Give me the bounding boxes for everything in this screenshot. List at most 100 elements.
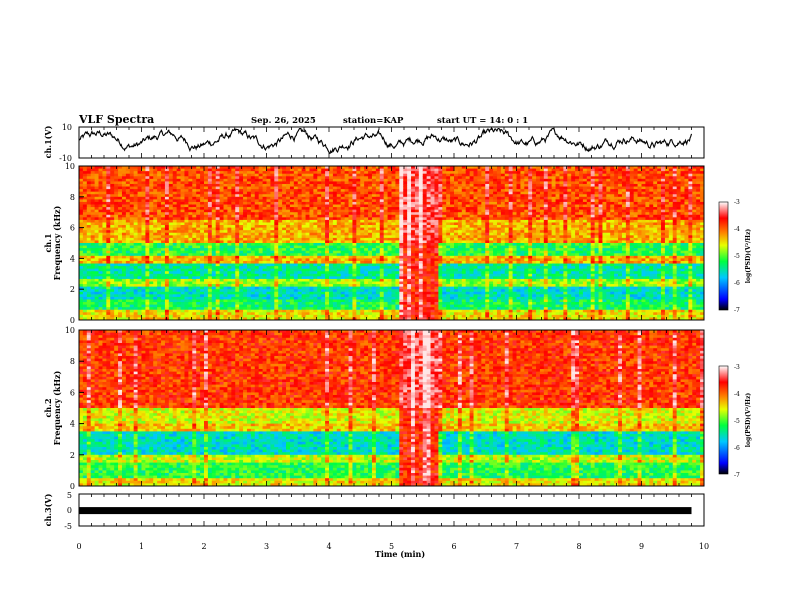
spec1-cell (332, 222, 338, 226)
spec1-cell (188, 250, 193, 254)
spec1-cell (270, 204, 275, 208)
spec1-cell (227, 304, 232, 308)
spec1-cell (90, 214, 96, 218)
spec1-cell (215, 166, 221, 169)
spec1-cell (360, 207, 365, 211)
spec1-cell (364, 235, 369, 239)
spec1-cell (102, 183, 107, 187)
spec1-cell (200, 209, 205, 213)
spec1-cell (157, 191, 162, 195)
spec1-cell (340, 217, 346, 221)
spec1-cell (309, 302, 314, 305)
spec1-cell (270, 173, 275, 177)
spec1-cell (246, 191, 252, 195)
spec1-cell (254, 266, 260, 270)
spec1-cell (344, 312, 349, 316)
spec1-cell (90, 235, 96, 239)
spec1-cell (121, 201, 127, 205)
spec1-cell (157, 222, 162, 226)
spec1-cell (168, 204, 174, 208)
spec1-cell (368, 255, 373, 259)
spec1-cell (266, 189, 271, 193)
spec1-cell (387, 255, 392, 259)
spec1-cell (289, 245, 295, 249)
spec1-cell (305, 232, 310, 236)
spec1-cell (149, 235, 154, 239)
spec1-cell (164, 312, 170, 316)
spec1-cell (180, 260, 185, 264)
spec1-cell (102, 232, 107, 236)
spec1-cell (317, 196, 322, 200)
spec1-cell (399, 263, 404, 267)
spec1-cell (168, 171, 174, 175)
spec1-cell (387, 278, 392, 282)
spec1-cell (379, 214, 385, 218)
spec1-cell (340, 260, 346, 264)
spec1-cell (110, 235, 115, 239)
spec1-cell (188, 176, 193, 180)
spec1-cell (375, 263, 381, 267)
spec1-cell (352, 194, 357, 198)
spec1-cell (383, 207, 388, 211)
spec1-cell (102, 271, 107, 275)
spec1-cell (270, 168, 275, 172)
spec1-cell (192, 253, 197, 257)
spec1-cell (184, 194, 189, 198)
spec1-cell (336, 183, 342, 187)
spec1-cell (168, 281, 174, 285)
spec1-cell (305, 237, 310, 241)
spec1-cell (94, 273, 99, 277)
spec1-cell (325, 191, 330, 195)
spec1-cell (215, 227, 221, 231)
spec1-cell (348, 245, 353, 249)
spec1-cell (79, 235, 84, 239)
ch1-waveform-ylabel: ch.1(V) (43, 125, 53, 158)
spec1-cell (231, 266, 236, 270)
spec1-cell (364, 307, 369, 311)
spec1-cell (313, 258, 318, 262)
spec1-cell (344, 245, 349, 249)
spec1-cell (395, 314, 400, 318)
spec1-cell (90, 276, 96, 280)
spec1-cell (192, 304, 197, 308)
spec1-cell (293, 201, 299, 205)
spec1-cell (282, 227, 287, 231)
spec1-cell (321, 284, 326, 288)
spec1-cell (270, 245, 275, 249)
figure-title: VLF Spectra (78, 113, 154, 126)
spec1-cell (110, 209, 115, 213)
spec1-cell (293, 232, 299, 236)
spec1-cell (211, 191, 217, 195)
spec1-cell (329, 232, 334, 236)
station-label: station=KAP (343, 116, 404, 126)
spec1-cell (278, 194, 283, 198)
spec1-cell (270, 317, 275, 321)
spec1-cell (180, 314, 185, 318)
spec1-cell (207, 191, 213, 195)
spec1-cell (145, 183, 150, 187)
spec1-cell (176, 222, 181, 226)
spec1-cell (356, 168, 361, 172)
spec1-cell (239, 260, 244, 264)
spec1-cell (329, 271, 334, 275)
spec1-cell (297, 263, 303, 267)
spec1-cell (149, 186, 154, 190)
spec1-cell (254, 286, 260, 290)
spec1-cell (348, 217, 353, 221)
spec1-cell (325, 168, 330, 172)
spec1-cell (344, 317, 349, 321)
spec1-cell (188, 232, 193, 236)
spec1-cell (94, 186, 99, 190)
spec1-cell (344, 289, 349, 293)
spec1-cell (289, 189, 295, 193)
spec1-cell (211, 312, 217, 316)
spec1-cell (215, 176, 221, 180)
spec1-cell (317, 304, 322, 308)
spec1-cell (118, 273, 123, 277)
spec1-cell (379, 204, 385, 208)
spec1-cell (98, 263, 103, 267)
spec1-cell (121, 209, 127, 213)
spec1-cell (110, 237, 115, 241)
spec1-cell (215, 273, 221, 277)
spec1-cell (297, 294, 303, 298)
